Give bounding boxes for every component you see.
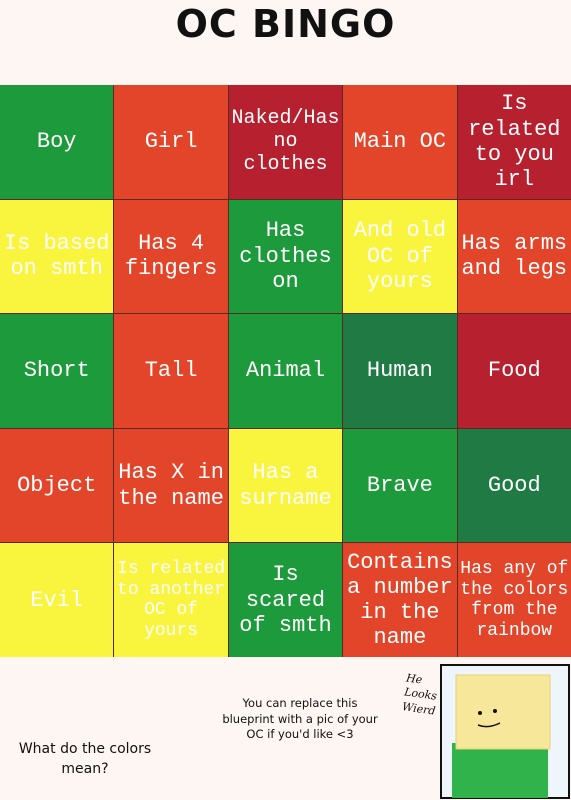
bingo-cell: Food: [457, 314, 571, 428]
cell-text: Evil: [30, 587, 84, 613]
bingo-cell: Has any of the colors from the rainbow: [457, 543, 571, 657]
cell-text: Naked/Has no clothes: [231, 107, 340, 177]
cell-text: Animal: [245, 358, 326, 384]
drawing-caption: He Looks Wierd: [401, 671, 438, 718]
cell-text: Tall: [144, 358, 198, 384]
bingo-cell: Short: [0, 314, 114, 428]
question: What do the colors mean?: [18, 741, 152, 777]
bingo-cell: Has X in the name: [114, 428, 228, 543]
cell-text: Food: [487, 358, 541, 384]
bingo-cell: And old OC of yours: [343, 199, 457, 314]
bingo-cell: Is scared of smth: [228, 543, 343, 657]
cell-text: Brave: [366, 472, 433, 498]
note: You can replace this blueprint with a pi…: [222, 696, 378, 742]
bingo-cell: Has 4 fingers: [114, 199, 228, 314]
bingo-cell: Naked/Has no clothes: [228, 85, 343, 199]
bingo-cell: Is related to another OC of yours: [114, 543, 228, 657]
bingo-cell: Good: [457, 428, 571, 543]
bingo-cell: Evil: [0, 543, 114, 657]
bingo-cell: Tall: [114, 314, 228, 428]
cell-text: Is related to you irl: [468, 91, 561, 193]
cell-text: Has 4 fingers: [124, 231, 218, 282]
cell-text: Has clothes on: [239, 218, 332, 295]
cell-text: Contains a number in the name: [347, 549, 453, 651]
bingo-cell: Animal: [228, 314, 343, 428]
bingo-cell: Object: [0, 428, 114, 543]
bingo-cell: Human: [343, 314, 457, 428]
cell-text: Main OC: [353, 129, 447, 155]
cell-text: Has X in the name: [118, 460, 224, 511]
oc-drawing: [440, 664, 570, 799]
bingo-cell: Has clothes on: [228, 199, 343, 314]
cell-text: Human: [366, 358, 433, 384]
bingo-cell: Brave: [343, 428, 457, 543]
cell-text: Is based on smth: [3, 231, 110, 282]
cell-text: Is related to another OC of yours: [117, 558, 226, 641]
cell-text: Has any of the colors from the rainbow: [460, 558, 569, 641]
cell-text: Girl: [144, 129, 198, 155]
bingo-cell: Girl: [114, 85, 228, 199]
cell-text: Has a surname: [239, 460, 332, 511]
title: OC BINGO: [175, 2, 396, 46]
bingo-cell: Has arms and legs: [457, 199, 571, 314]
cell-text: And old OC of yours: [353, 218, 447, 295]
bingo-cell: Contains a number in the name: [343, 543, 457, 657]
cell-text: Has arms and legs: [461, 231, 568, 282]
bingo-cell: Main OC: [343, 85, 457, 199]
bingo-cell: Has a surname: [228, 428, 343, 543]
bingo-cell: Is related to you irl: [457, 85, 571, 199]
bingo-cell: Is based on smth: [0, 199, 114, 314]
bingo-grid: Boy Girl Naked/Has no clothes Main OC Is rel…: [0, 85, 571, 657]
bingo-cell: Boy: [0, 85, 114, 199]
cell-text: Boy: [36, 129, 77, 155]
cell-text: Object: [17, 472, 97, 498]
cell-text: Is scared of smth: [239, 562, 332, 638]
cell-text: Good: [487, 472, 541, 498]
cell-text: Short: [23, 358, 90, 384]
